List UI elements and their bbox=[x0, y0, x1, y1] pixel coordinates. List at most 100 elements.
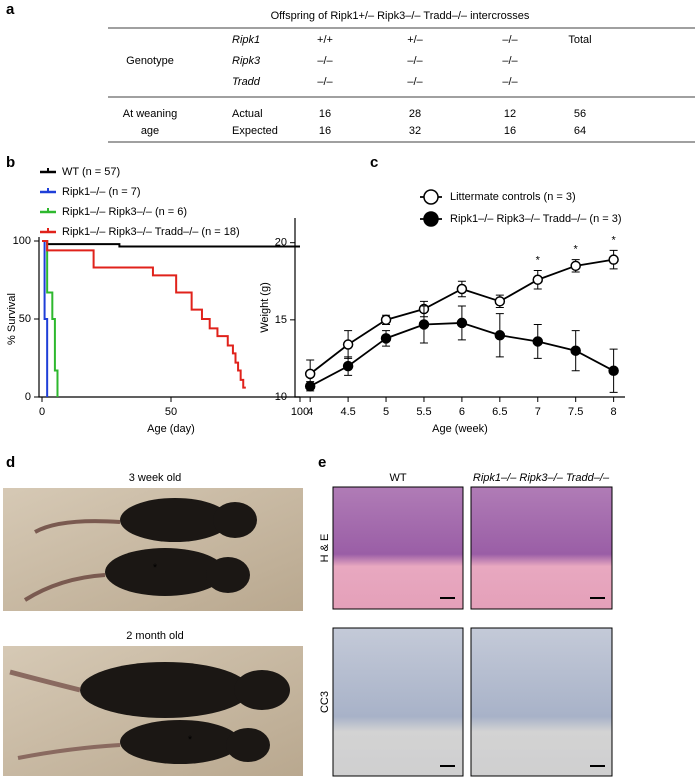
survival-curve bbox=[42, 240, 59, 397]
legend-marker bbox=[423, 211, 439, 227]
cell: Total bbox=[568, 34, 591, 46]
legend-marker bbox=[423, 189, 439, 205]
point bbox=[418, 319, 430, 330]
point bbox=[494, 296, 506, 307]
x-tick-label: 7 bbox=[535, 406, 541, 418]
cell: 16 bbox=[319, 108, 331, 120]
point bbox=[608, 254, 619, 265]
legend-label: Littermate controls (n = 3) bbox=[450, 191, 576, 203]
significance: * bbox=[536, 254, 541, 266]
asterisk: * bbox=[153, 562, 158, 574]
row-group: age bbox=[141, 125, 159, 137]
point bbox=[304, 380, 316, 392]
point bbox=[456, 317, 468, 329]
point bbox=[608, 365, 619, 377]
survival-curve bbox=[42, 240, 246, 389]
cell: –/– bbox=[407, 55, 423, 67]
x-tick-label: 8 bbox=[611, 406, 617, 418]
panel-letter: a bbox=[6, 1, 15, 18]
y-tick-label: 100 bbox=[13, 235, 31, 247]
x-tick-label: 5.5 bbox=[416, 406, 431, 418]
photo-caption: 3 week old bbox=[129, 472, 182, 484]
legend-label: Ripk1–/– (n = 7) bbox=[62, 186, 141, 198]
table-rules bbox=[108, 27, 695, 143]
point bbox=[532, 274, 544, 285]
point bbox=[456, 283, 468, 295]
point bbox=[494, 330, 506, 341]
cell: –/– bbox=[317, 55, 333, 67]
y-axis-label: % Survival bbox=[6, 293, 18, 345]
legend-label: WT (n = 57) bbox=[62, 166, 120, 178]
y-tick-label: 20 bbox=[275, 237, 287, 249]
x-tick-label: 6.5 bbox=[492, 406, 507, 418]
scale-bars bbox=[440, 597, 605, 767]
cell: +/+ bbox=[317, 34, 333, 46]
x-tick-label: 4 bbox=[307, 406, 313, 418]
column-label: Ripk1–/– Ripk3–/– Tradd–/– bbox=[473, 472, 610, 484]
row-label: CC3 bbox=[319, 691, 331, 713]
y-tick-label: 0 bbox=[25, 391, 31, 403]
panel-letter: d bbox=[6, 454, 15, 471]
gene: Ripk3 bbox=[232, 55, 261, 67]
cell: +/– bbox=[407, 34, 423, 46]
cell: –/– bbox=[407, 76, 423, 88]
cell: 16 bbox=[504, 125, 516, 137]
significance: * bbox=[611, 234, 616, 246]
point bbox=[570, 345, 581, 356]
legend-label: Ripk1–/– Ripk3–/– Tradd–/– (n = 3) bbox=[450, 213, 622, 225]
point bbox=[380, 314, 392, 326]
row-group: At weaning bbox=[123, 108, 177, 120]
gene: Tradd bbox=[232, 76, 261, 88]
y-axis-label: Weight (g) bbox=[259, 282, 271, 333]
micrograph bbox=[470, 486, 613, 610]
row-group: Genotype bbox=[126, 55, 174, 67]
x-tick-label: 5 bbox=[383, 406, 389, 418]
cell: 12 bbox=[504, 108, 516, 120]
row-label: H & E bbox=[319, 534, 331, 563]
x-tick-label: 0 bbox=[39, 406, 45, 418]
panel-letter: c bbox=[370, 154, 378, 171]
point bbox=[342, 360, 354, 372]
significance: * bbox=[574, 244, 579, 256]
cell: –/– bbox=[502, 55, 518, 67]
y-tick-label: 10 bbox=[275, 391, 287, 403]
cell: –/– bbox=[502, 76, 518, 88]
row-label: Actual bbox=[232, 108, 263, 120]
x-tick-label: 6 bbox=[459, 406, 465, 418]
asterisk: * bbox=[188, 734, 193, 746]
y-tick-label: 15 bbox=[275, 314, 287, 326]
point bbox=[532, 336, 544, 347]
survival-curve bbox=[42, 240, 300, 248]
x-axis-label: Age (week) bbox=[432, 423, 488, 435]
legend-label: Ripk1–/– Ripk3–/– (n = 6) bbox=[62, 206, 187, 218]
cell: 28 bbox=[409, 108, 421, 120]
panel-letter: e bbox=[318, 454, 326, 471]
x-tick-label: 100 bbox=[291, 406, 309, 418]
legend-label: Ripk1–/– Ripk3–/– Tradd–/– (n = 18) bbox=[62, 226, 240, 238]
table-title: Offspring of Ripk1+/– Ripk3–/– Tradd–/– … bbox=[271, 10, 530, 22]
panel-letter: b bbox=[6, 154, 15, 171]
point bbox=[380, 333, 392, 344]
x-tick-label: 7.5 bbox=[568, 406, 583, 418]
x-axis-label: Age (day) bbox=[147, 423, 195, 435]
cell: 32 bbox=[409, 125, 421, 137]
micrograph bbox=[332, 486, 464, 610]
micrograph bbox=[332, 627, 464, 777]
cell: 64 bbox=[574, 125, 586, 137]
micrograph bbox=[470, 627, 613, 777]
gene: Ripk1 bbox=[232, 34, 260, 46]
photo-caption: 2 month old bbox=[126, 630, 183, 642]
y-tick-label: 50 bbox=[19, 313, 31, 325]
cell: 16 bbox=[319, 125, 331, 137]
point bbox=[342, 339, 354, 350]
x-tick-label: 4.5 bbox=[340, 406, 355, 418]
x-tick-label: 50 bbox=[165, 406, 177, 418]
cell: –/– bbox=[502, 34, 518, 46]
row-label: Expected bbox=[232, 125, 278, 137]
cell: –/– bbox=[317, 76, 333, 88]
point bbox=[570, 260, 581, 272]
column-label: WT bbox=[389, 472, 406, 484]
point bbox=[304, 368, 316, 380]
cell: 56 bbox=[574, 108, 586, 120]
